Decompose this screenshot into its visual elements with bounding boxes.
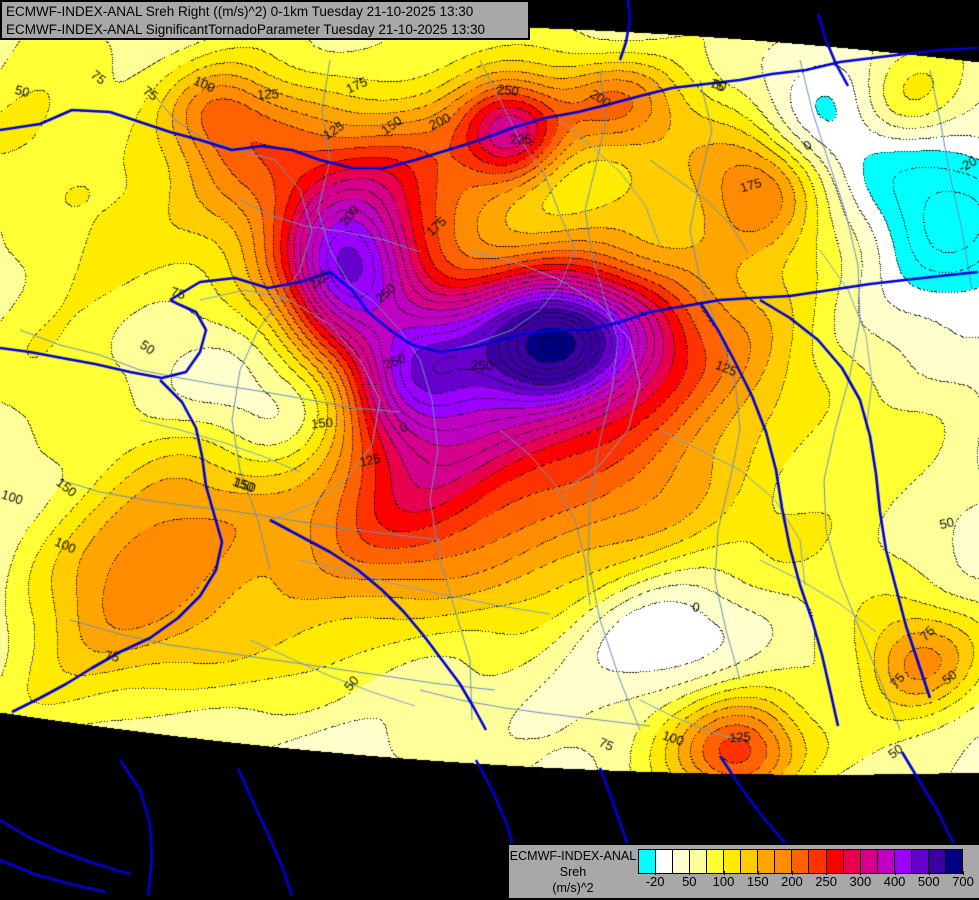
- colorbar-tickmark-4: [791, 871, 793, 875]
- colorbar-cell-0: [639, 850, 657, 873]
- legend-label-group: ECMWF-INDEX-ANAL Sreh (m/s)^2: [509, 845, 637, 896]
- legend-field-name: Sreh: [559, 865, 587, 879]
- colorbar-cell-8: [775, 850, 793, 873]
- colorbar-tickmark-2: [723, 871, 725, 875]
- colorbar-tick-700: 700: [952, 874, 974, 889]
- colorbar-tick-100: 100: [712, 874, 735, 889]
- colorbar-cell-4: [707, 850, 725, 873]
- colorbar-cell-5: [724, 850, 742, 873]
- colorbar-cell-16: [911, 850, 929, 873]
- colorbar-tick-400: 400: [883, 874, 906, 889]
- legend-box: ECMWF-INDEX-ANAL Sreh (m/s)^2 -20 50 100 15…: [507, 843, 979, 900]
- title-box: ECMWF-INDEX-ANAL Sreh Right ((m/s)^2) 0-…: [0, 0, 530, 40]
- colorbar-cell-15: [894, 850, 912, 873]
- colorbar-tickmark-7: [894, 871, 896, 875]
- colorbar[interactable]: [638, 849, 963, 874]
- colorbar-cell-3: [690, 850, 708, 873]
- colorbar-cell-14: [877, 850, 895, 873]
- colorbar-cell-13: [860, 850, 878, 873]
- colorbar-tick-250: 250: [815, 874, 838, 889]
- colorbar-tickmark-3: [757, 871, 759, 875]
- colorbar-tick-50: 50: [682, 874, 697, 889]
- legend-model-name: ECMWF-INDEX-ANAL: [509, 849, 637, 863]
- colorbar-tick-150: 150: [746, 874, 769, 889]
- colorbar-cell-1: [656, 850, 674, 873]
- colorbar-tick-200: 200: [781, 874, 803, 889]
- colorbar-cell-7: [758, 850, 776, 873]
- legend-scale: -20 50 100 150 200 250 300 400 500 700: [637, 845, 979, 894]
- colorbar-tick-labels: -20 50 100 150 200 250 300 400 500 700: [638, 871, 974, 894]
- colorbar-cell-10: [809, 850, 827, 873]
- colorbar-tick--20: -20: [645, 874, 665, 889]
- colorbar-tickmark-9: [963, 871, 964, 875]
- colorbar-cell-2: [673, 850, 691, 873]
- colorbar-cell-11: [826, 850, 844, 873]
- colorbar-cell-17: [928, 850, 946, 873]
- legend-units: (m/s)^2: [552, 881, 594, 895]
- colorbar-cell-9: [792, 850, 810, 873]
- colorbar-cell-18: [945, 850, 962, 873]
- colorbar-tickmark-5: [826, 871, 828, 875]
- colorbar-tickmark-6: [860, 871, 862, 875]
- colorbar-tickmark-8: [928, 871, 930, 875]
- title-line-primary: ECMWF-INDEX-ANAL Sreh Right ((m/s)^2) 0-…: [6, 4, 474, 19]
- colorbar-cell-12: [843, 850, 861, 873]
- colorbar-tickmark-0: [655, 871, 657, 875]
- colorbar-tickmark-1: [689, 871, 691, 875]
- colorbar-tick-300: 300: [849, 874, 872, 889]
- title-line-secondary: ECMWF-INDEX-ANAL SignificantTornadoParam…: [6, 22, 485, 37]
- colorbar-cell-6: [741, 850, 759, 873]
- colorbar-tick-500: 500: [917, 874, 940, 889]
